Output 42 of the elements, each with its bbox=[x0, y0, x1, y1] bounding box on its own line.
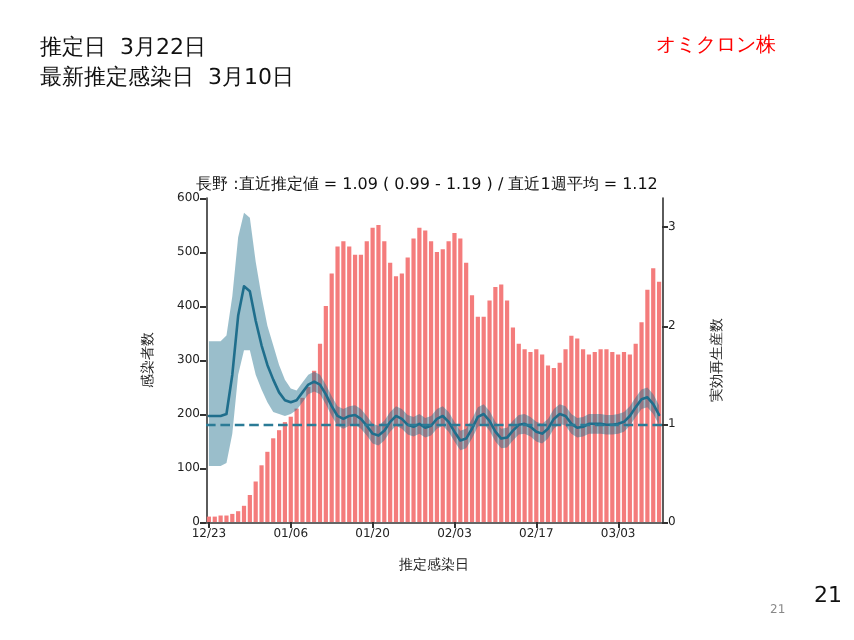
bar bbox=[493, 287, 498, 522]
bar bbox=[592, 351, 597, 522]
bar bbox=[352, 254, 358, 522]
bar bbox=[534, 349, 539, 522]
bar bbox=[575, 338, 580, 522]
bar bbox=[288, 416, 293, 522]
bar bbox=[236, 511, 241, 522]
bar bbox=[551, 368, 556, 522]
chart-title: 長野 :直近推定値 = 1.09 ( 0.99 - 1.19 ) / 直近1週平均 = 1.12 bbox=[196, 175, 658, 193]
bar bbox=[621, 351, 627, 522]
bar bbox=[335, 246, 340, 522]
bar bbox=[540, 354, 545, 522]
bar bbox=[341, 241, 346, 522]
bar bbox=[522, 349, 527, 522]
bar bbox=[458, 238, 463, 522]
bar bbox=[370, 227, 375, 522]
bar bbox=[610, 351, 615, 522]
bar bbox=[347, 246, 352, 522]
bar bbox=[528, 351, 533, 522]
bar bbox=[586, 354, 592, 522]
bar bbox=[440, 249, 445, 522]
bar bbox=[423, 230, 428, 522]
bar bbox=[376, 225, 381, 522]
bar bbox=[616, 354, 621, 522]
line-series bbox=[207, 285, 661, 442]
bar bbox=[446, 241, 451, 522]
bar bbox=[230, 513, 235, 522]
bar bbox=[271, 438, 276, 522]
bar bbox=[604, 349, 609, 522]
bar bbox=[452, 233, 457, 522]
bar bbox=[499, 284, 504, 522]
bar bbox=[569, 335, 574, 522]
text: 21 bbox=[814, 582, 842, 608]
bar bbox=[276, 430, 282, 522]
bar bbox=[282, 422, 288, 522]
text: 推定日 3月22日 bbox=[40, 34, 206, 60]
bar bbox=[598, 349, 603, 522]
text: 最新推定感染日 3月10日 bbox=[40, 64, 294, 90]
bar bbox=[224, 515, 229, 522]
bar bbox=[651, 268, 656, 522]
bar bbox=[417, 227, 422, 522]
text: オミクロン株 bbox=[656, 33, 776, 57]
